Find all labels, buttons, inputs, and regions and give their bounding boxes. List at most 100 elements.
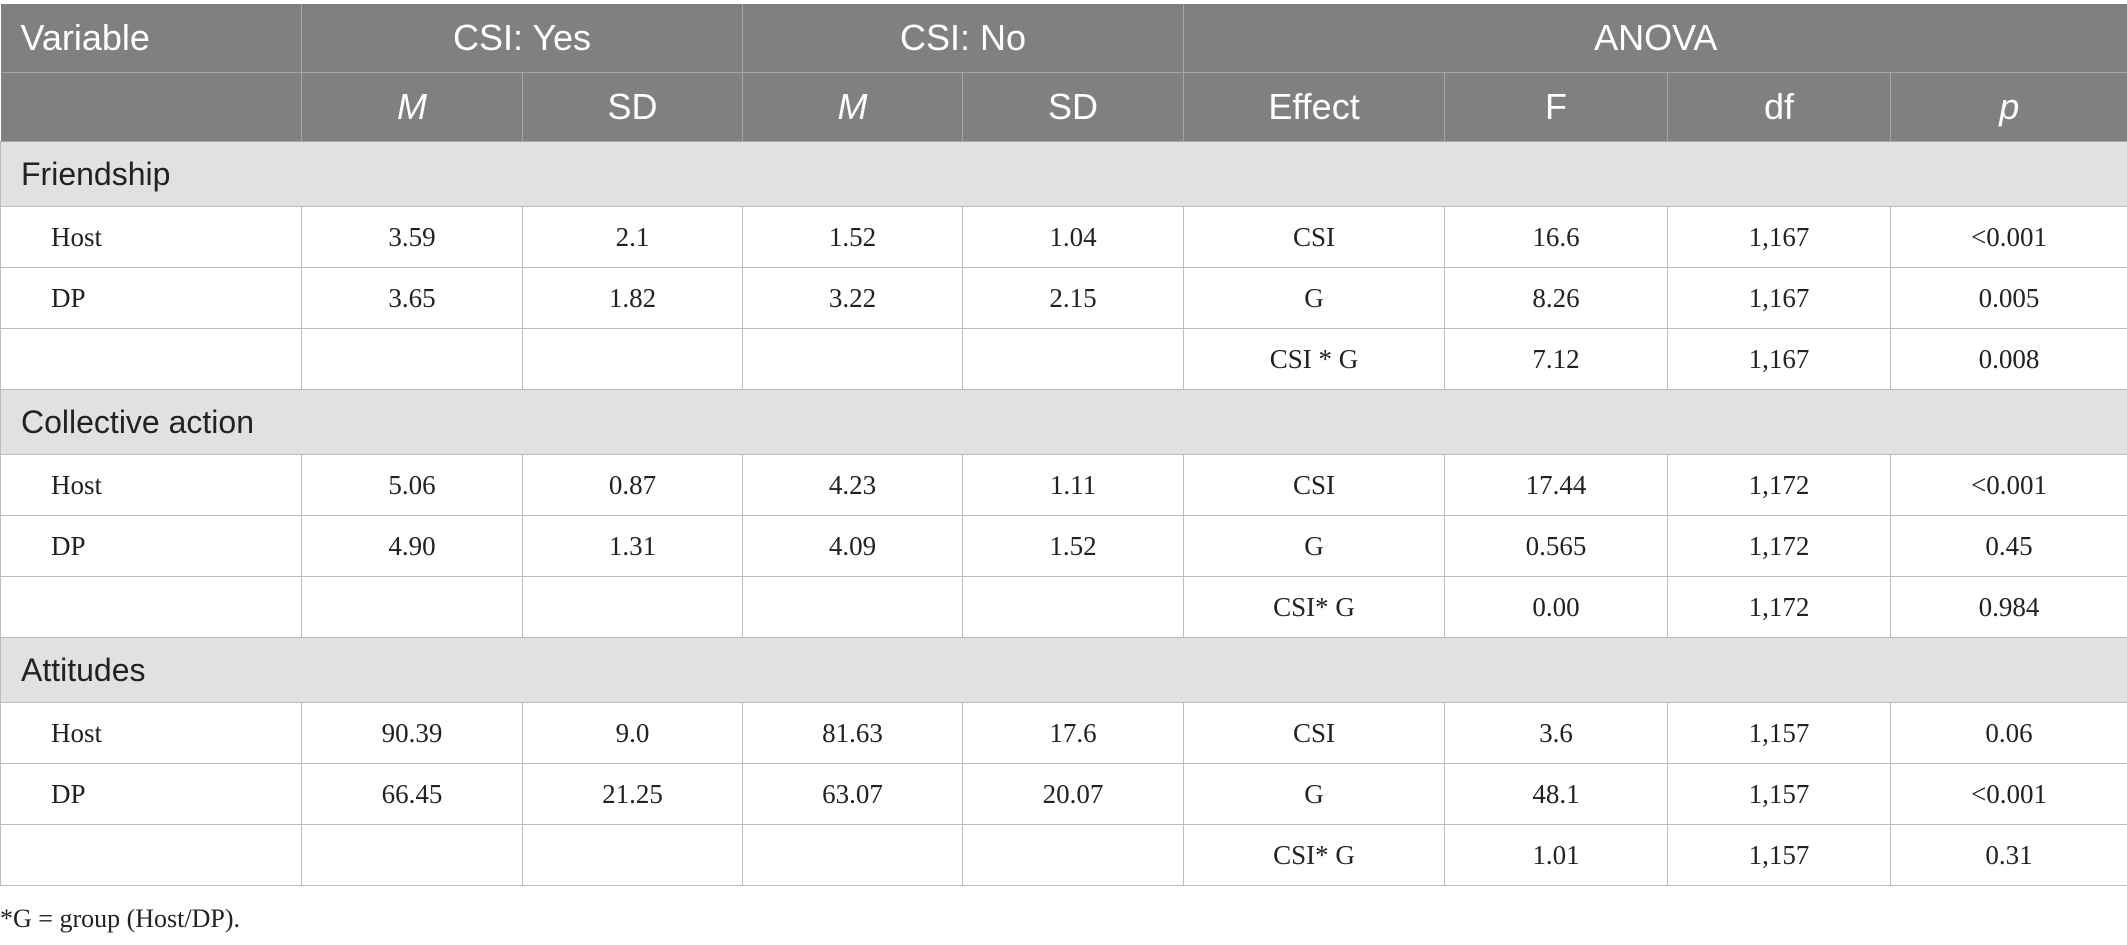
cell-mean-no: 3.22 (742, 267, 963, 329)
cell-mean-yes (301, 328, 523, 390)
table-row: Host 3.59 2.1 1.52 1.04 CSI 16.6 1,167 <0.001 (0, 206, 2127, 268)
cell-sd-no: 1.04 (961, 206, 1185, 268)
cell-df: 1,157 (1667, 824, 1892, 886)
cell-sd-no: 1.11 (961, 454, 1185, 516)
cell-mean-yes: 3.59 (301, 206, 523, 268)
header-row-columns: M SD M SD Effect F df p (0, 72, 2127, 142)
header-df: df (1667, 72, 1891, 142)
cell-df: 1,172 (1667, 515, 1892, 577)
table-row: DP 66.45 21.25 63.07 20.07 G 48.1 1,157 <0.001 (0, 763, 2127, 825)
cell-effect: CSI* G (1183, 824, 1446, 886)
cell-effect: CSI (1183, 702, 1446, 764)
header-mean-no: M (742, 72, 963, 142)
cell-df: 1,157 (1667, 702, 1892, 764)
cell-sd-yes: 1.31 (522, 515, 743, 577)
cell-sd-no (961, 824, 1185, 886)
cell-sd-yes (522, 824, 743, 886)
cell-p: <0.001 (1890, 763, 2127, 825)
cell-variable: Host (0, 206, 302, 268)
cell-effect: CSI (1183, 454, 1446, 516)
header-sd-yes: SD (522, 72, 743, 142)
cell-f: 48.1 (1444, 763, 1669, 825)
cell-sd-yes: 21.25 (522, 763, 743, 825)
table-header: Variable CSI: Yes CSI: No ANOVA M SD M S… (0, 4, 2127, 142)
cell-effect: G (1183, 763, 1446, 825)
table-row: DP 4.90 1.31 4.09 1.52 G 0.565 1,172 0.45 (0, 515, 2127, 577)
cell-sd-yes: 0.87 (522, 454, 743, 516)
cell-mean-yes: 66.45 (301, 763, 523, 825)
cell-p: 0.31 (1890, 824, 2127, 886)
cell-p: <0.001 (1890, 206, 2127, 268)
cell-sd-no (961, 576, 1185, 638)
cell-effect: G (1183, 515, 1446, 577)
cell-variable: Host (0, 454, 302, 516)
header-p: p (1890, 72, 2127, 142)
cell-f: 1.01 (1444, 824, 1669, 886)
cell-variable: DP (0, 763, 302, 825)
header-variable: Variable (0, 4, 302, 73)
cell-f: 16.6 (1444, 206, 1669, 268)
cell-effect: G (1183, 267, 1446, 329)
cell-p: 0.008 (1890, 328, 2127, 390)
section-title: Attitudes (0, 637, 2127, 703)
cell-mean-yes (301, 576, 523, 638)
cell-variable: Host (0, 702, 302, 764)
cell-sd-no: 20.07 (961, 763, 1185, 825)
cell-p: 0.984 (1890, 576, 2127, 638)
table-row: DP 3.65 1.82 3.22 2.15 G 8.26 1,167 0.005 (0, 267, 2127, 329)
cell-mean-no (742, 328, 963, 390)
cell-sd-yes (522, 328, 743, 390)
cell-sd-yes (522, 576, 743, 638)
table-row: Host 90.39 9.0 81.63 17.6 CSI 3.6 1,157 0.06 (0, 702, 2127, 764)
cell-variable: DP (0, 267, 302, 329)
cell-f: 7.12 (1444, 328, 1669, 390)
cell-effect: CSI* G (1183, 576, 1446, 638)
cell-f: 8.26 (1444, 267, 1669, 329)
cell-variable: DP (0, 515, 302, 577)
cell-f: 0.00 (1444, 576, 1669, 638)
cell-mean-no (742, 576, 963, 638)
cell-f: 0.565 (1444, 515, 1669, 577)
header-row-groups: Variable CSI: Yes CSI: No ANOVA (0, 4, 2127, 73)
cell-p: 0.45 (1890, 515, 2127, 577)
cell-sd-no (961, 328, 1185, 390)
section-title: Collective action (0, 389, 2127, 455)
cell-sd-yes: 2.1 (522, 206, 743, 268)
header-csi-no: CSI: No (741, 4, 1184, 73)
cell-variable (0, 328, 302, 390)
cell-p: 0.005 (1890, 267, 2127, 329)
header-csi-yes: CSI: Yes (301, 4, 743, 73)
cell-mean-yes: 3.65 (301, 267, 523, 329)
table-row: Host 5.06 0.87 4.23 1.11 CSI 17.44 1,172 <0.001 (0, 454, 2127, 516)
section-row: Attitudes (0, 637, 2127, 703)
header-blank (0, 72, 302, 142)
header-mean-yes: M (301, 72, 523, 142)
cell-variable (0, 824, 302, 886)
section-row: Friendship (0, 141, 2127, 207)
cell-mean-no: 4.23 (742, 454, 963, 516)
cell-mean-no: 4.09 (742, 515, 963, 577)
cell-sd-no: 2.15 (961, 267, 1185, 329)
cell-sd-yes: 9.0 (522, 702, 743, 764)
table-row: CSI* G 1.01 1,157 0.31 (0, 824, 2127, 886)
cell-variable (0, 576, 302, 638)
cell-df: 1,172 (1667, 454, 1892, 516)
cell-f: 3.6 (1444, 702, 1669, 764)
cell-mean-no: 1.52 (742, 206, 963, 268)
cell-mean-no: 63.07 (742, 763, 963, 825)
section-title: Friendship (0, 141, 2127, 207)
header-anova: ANOVA (1183, 4, 2127, 73)
cell-mean-no: 81.63 (742, 702, 963, 764)
table-row: CSI* G 0.00 1,172 0.984 (0, 576, 2127, 638)
cell-sd-no: 1.52 (961, 515, 1185, 577)
table-footnote: *G = group (Host/DP). (0, 904, 240, 933)
header-f: F (1444, 72, 1668, 142)
cell-f: 17.44 (1444, 454, 1669, 516)
cell-p: <0.001 (1890, 454, 2127, 516)
cell-df: 1,157 (1667, 763, 1892, 825)
section-row: Collective action (0, 389, 2127, 455)
cell-df: 1,167 (1667, 206, 1892, 268)
cell-df: 1,167 (1667, 328, 1892, 390)
cell-df: 1,167 (1667, 267, 1892, 329)
header-effect: Effect (1183, 72, 1445, 142)
